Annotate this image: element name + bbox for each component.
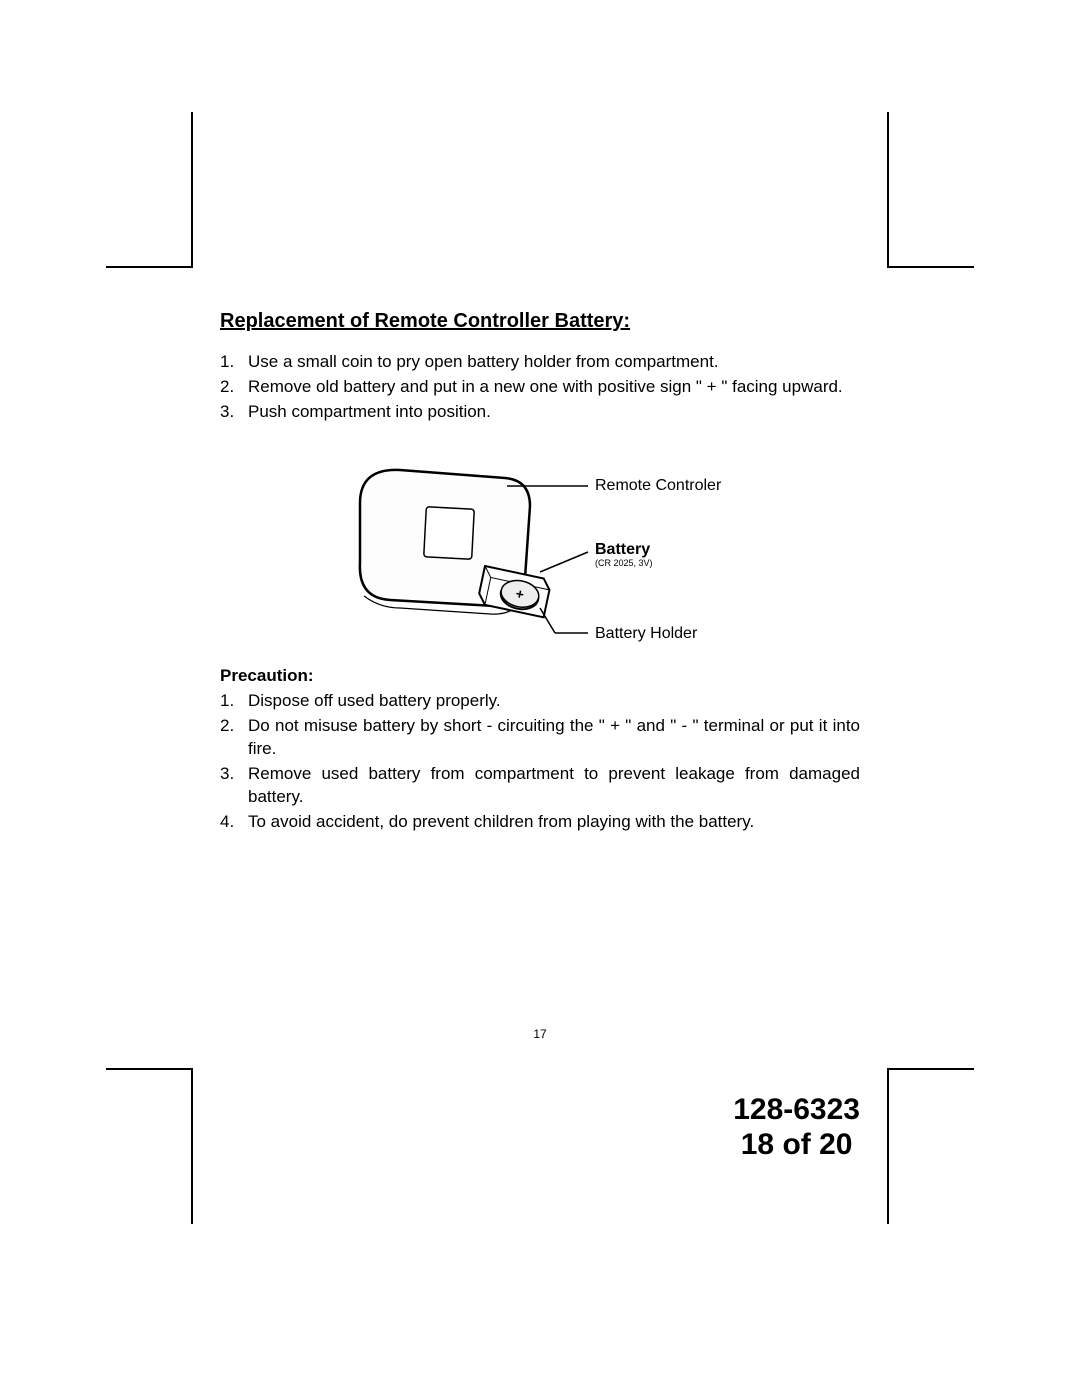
crop-mark bbox=[889, 266, 974, 268]
step-item: 1. Use a small coin to pry open battery … bbox=[220, 351, 860, 374]
precaution-heading: Precaution: bbox=[220, 666, 860, 686]
precaution-number: 3. bbox=[220, 763, 248, 809]
step-text: Use a small coin to pry open battery hol… bbox=[248, 351, 860, 374]
crop-mark bbox=[106, 1068, 191, 1070]
precaution-item: 3. Remove used battery from compartment … bbox=[220, 763, 860, 809]
crop-mark bbox=[887, 112, 889, 268]
precaution-text: To avoid accident, do prevent children f… bbox=[248, 811, 860, 834]
precaution-item: 2. Do not misuse battery by short - circ… bbox=[220, 715, 860, 761]
precaution-text: Dispose off used battery properly. bbox=[248, 690, 860, 713]
precaution-text: Do not misuse battery by short - circuit… bbox=[248, 715, 860, 761]
crop-mark bbox=[191, 1068, 193, 1224]
step-number: 2. bbox=[220, 376, 248, 399]
remote-battery-diagram: + Remote Controler Battery (CR 2025, 3V)… bbox=[330, 448, 750, 648]
step-item: 3. Push compartment into position. bbox=[220, 401, 860, 424]
crop-mark bbox=[106, 266, 191, 268]
crop-mark bbox=[887, 1068, 889, 1224]
precaution-number: 2. bbox=[220, 715, 248, 761]
precaution-text: Remove used battery from compartment to … bbox=[248, 763, 860, 809]
diagram-label-battery: Battery bbox=[595, 541, 650, 558]
precaution-item: 1. Dispose off used battery properly. bbox=[220, 690, 860, 713]
section-title: Replacement of Remote Controller Battery… bbox=[220, 310, 860, 333]
step-text: Remove old battery and put in a new one … bbox=[248, 376, 860, 399]
step-number: 1. bbox=[220, 351, 248, 374]
doc-id-line2: 18 of 20 bbox=[733, 1128, 860, 1163]
precaution-list: 1. Dispose off used battery properly. 2.… bbox=[220, 690, 860, 834]
diagram-label-holder: Battery Holder bbox=[595, 625, 698, 642]
step-text: Push compartment into position. bbox=[248, 401, 860, 424]
page-number: 17 bbox=[0, 1027, 1080, 1041]
document-id: 128-6323 18 of 20 bbox=[733, 1093, 860, 1162]
step-item: 2. Remove old battery and put in a new o… bbox=[220, 376, 860, 399]
crop-mark bbox=[191, 112, 193, 268]
step-number: 3. bbox=[220, 401, 248, 424]
precaution-number: 4. bbox=[220, 811, 248, 834]
replacement-steps-list: 1. Use a small coin to pry open battery … bbox=[220, 351, 860, 424]
diagram-label-remote: Remote Controler bbox=[595, 477, 722, 494]
doc-id-line1: 128-6323 bbox=[733, 1093, 860, 1128]
precaution-number: 1. bbox=[220, 690, 248, 713]
page-content: Replacement of Remote Controller Battery… bbox=[220, 310, 860, 835]
precaution-item: 4. To avoid accident, do prevent childre… bbox=[220, 811, 860, 834]
diagram-container: + Remote Controler Battery (CR 2025, 3V)… bbox=[220, 448, 860, 648]
crop-mark bbox=[889, 1068, 974, 1070]
diagram-label-battery-sub: (CR 2025, 3V) bbox=[595, 558, 653, 568]
